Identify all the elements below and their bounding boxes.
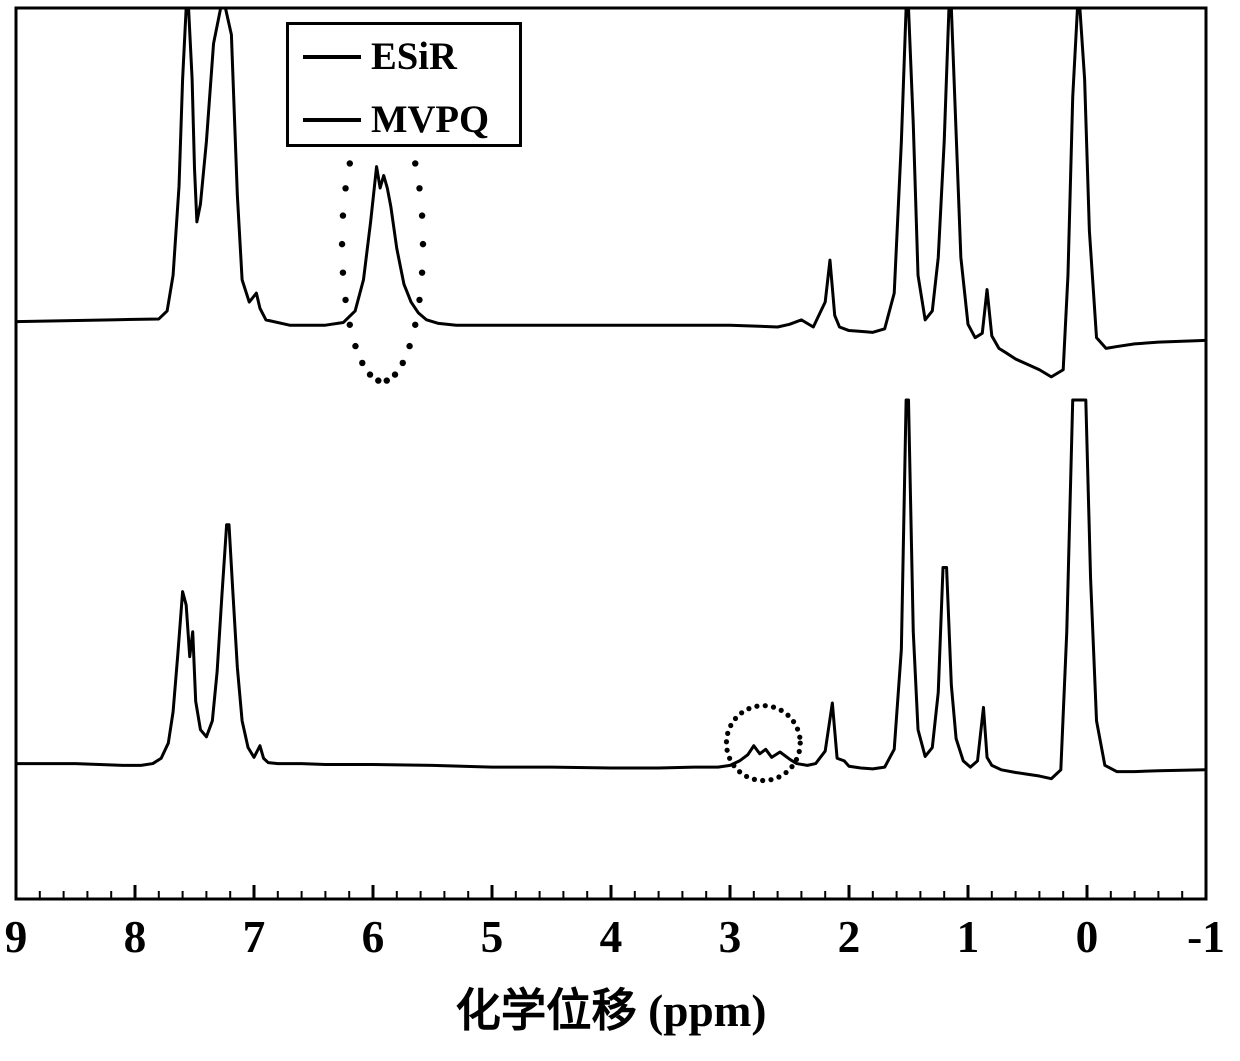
legend-label: ESiR — [371, 35, 457, 79]
x-tick-label: 5 — [481, 911, 504, 963]
figure-root: 9 8 7 6 5 4 3 2 1 0 -1 化学位移 (ppm) ESiR MVPQ — [0, 0, 1240, 1061]
legend-label: MVPQ — [371, 98, 489, 142]
legend-item: MVPQ — [303, 105, 489, 135]
x-tick-label: 4 — [600, 911, 623, 963]
legend-swatch — [303, 118, 361, 122]
x-tick-label: 2 — [838, 911, 861, 963]
series-ESiR — [16, 8, 1206, 377]
legend-swatch — [303, 55, 361, 59]
x-tick-label: 1 — [957, 911, 980, 963]
legend-item: ESiR — [303, 42, 457, 72]
x-tick-label: 0 — [1076, 911, 1099, 963]
x-tick-label: -1 — [1187, 911, 1225, 963]
annotation-dotted-ellipse — [724, 703, 803, 783]
legend-box: ESiR MVPQ — [286, 22, 522, 147]
x-tick-label: 6 — [362, 911, 385, 963]
x-tick-label: 7 — [243, 911, 266, 963]
x-tick-label: 3 — [719, 911, 742, 963]
x-tick-label: 8 — [124, 911, 147, 963]
series-MVPQ — [16, 400, 1206, 779]
nmr-plot — [0, 0, 1240, 1061]
x-axis-label: 化学位移 (ppm) — [455, 974, 766, 1040]
x-tick-label: 9 — [5, 911, 28, 963]
